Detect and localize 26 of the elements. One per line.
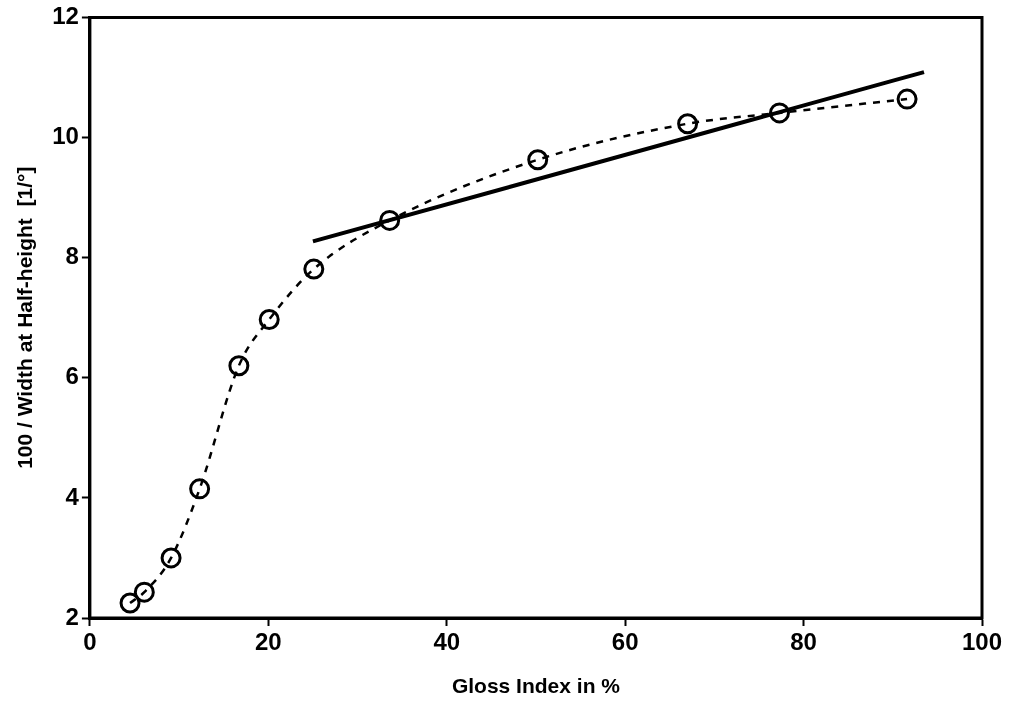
point <box>228 355 250 377</box>
point <box>896 88 918 110</box>
point <box>379 209 401 231</box>
x-tick-label: 60 <box>611 628 639 656</box>
x-tick-label: 0 <box>83 628 97 656</box>
x-tick-label: 40 <box>433 628 461 656</box>
x-tick-label: 100 <box>961 628 1003 656</box>
point <box>133 581 155 603</box>
y-axis-title: 100 / Width at Half-height [1/°] <box>13 166 37 469</box>
point <box>303 258 325 280</box>
y-tick-label: 4 <box>65 482 80 510</box>
point <box>768 102 790 124</box>
x-tick-label: 80 <box>790 628 817 656</box>
y-tick-label: 12 <box>52 2 79 30</box>
point <box>677 113 699 135</box>
point <box>189 478 211 500</box>
y-tick-label: 2 <box>65 602 79 630</box>
point <box>160 547 182 569</box>
point <box>119 592 141 614</box>
y-tick-label: 6 <box>65 362 79 390</box>
y-tick-label: 8 <box>65 242 79 270</box>
x-tick-label: 20 <box>254 628 282 656</box>
y-tick-label: 10 <box>52 122 79 150</box>
x-axis-title: Gloss Index in % <box>451 674 621 698</box>
point <box>527 149 549 171</box>
point <box>258 309 280 330</box>
